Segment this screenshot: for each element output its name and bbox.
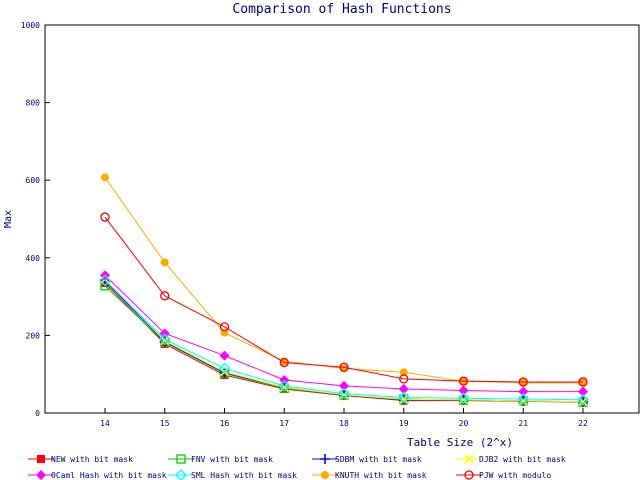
y-axis-label: Max — [3, 210, 14, 228]
legend-label: FNV with bit mask — [191, 455, 273, 464]
data-point — [219, 322, 230, 332]
legend-marker — [464, 454, 474, 464]
legend-marker — [321, 471, 329, 479]
y-tick-label: 800 — [26, 99, 41, 108]
data-point — [397, 391, 410, 404]
x-tick-label: 20 — [459, 419, 469, 428]
x-tick-label: 14 — [100, 419, 110, 428]
x-tick-label: 22 — [578, 419, 588, 428]
x-tick-label: 16 — [220, 419, 230, 428]
x-tick-label: 21 — [518, 419, 528, 428]
x-tick-label: 18 — [339, 419, 349, 428]
x-axis: 14 15 16 17 18 19 20 21 22 — [100, 408, 588, 428]
y-tick-label: 200 — [26, 331, 41, 340]
data-point — [399, 374, 409, 384]
data-point — [160, 291, 170, 301]
legend-marker — [176, 454, 186, 464]
legend-label: OCaml Hash with bit mask — [51, 471, 167, 480]
x-tick-label: 15 — [160, 419, 170, 428]
series-line — [104, 279, 584, 401]
data-point — [518, 386, 529, 397]
data-point — [517, 393, 530, 405]
data-point — [278, 379, 291, 392]
data-point — [579, 378, 587, 387]
data-point — [398, 383, 409, 394]
legend-marker — [464, 470, 474, 480]
series-layer — [99, 173, 589, 407]
legend-item: NEW with bit mask — [28, 455, 133, 464]
legend-marker — [36, 470, 46, 480]
chart-title: Comparison of Hash Functions — [232, 2, 451, 17]
series-line — [104, 216, 583, 383]
data-point — [160, 336, 170, 346]
y-tick-label: 400 — [26, 254, 41, 263]
legend: NEW with bit mask FNV with bit mask SDBM w… — [28, 454, 566, 480]
data-point — [100, 212, 110, 222]
data-point — [339, 380, 349, 391]
series-6 — [99, 274, 589, 406]
data-point — [101, 173, 109, 182]
data-point — [158, 333, 171, 346]
data-point — [399, 368, 408, 377]
legend-item: OCaml Hash with bit mask — [28, 470, 167, 480]
x-tick-label: 17 — [279, 419, 289, 428]
data-point — [99, 274, 111, 287]
x-axis-label: Table Size (2^x) — [407, 436, 513, 449]
data-point — [577, 393, 589, 406]
y-axis: 0 200 400 600 800 1000 — [21, 21, 50, 418]
legend-item: SDBM with bit mask — [312, 454, 422, 464]
data-point — [457, 392, 470, 405]
data-point — [458, 395, 469, 405]
data-point — [578, 377, 588, 387]
legend-label: KNUTH with bit mask — [335, 471, 427, 480]
plot-frame — [44, 24, 640, 414]
data-point — [458, 385, 469, 396]
legend-label: NEW with bit mask — [51, 455, 133, 464]
y-tick-label: 600 — [26, 176, 41, 185]
legend-label: DJB2 with bit mask — [479, 455, 566, 464]
data-point — [519, 378, 528, 387]
data-point — [578, 386, 588, 397]
legend-item: DJB2 with bit mask — [456, 454, 566, 464]
legend-item: KNUTH with bit mask — [312, 471, 427, 480]
data-point — [458, 376, 469, 386]
data-point — [518, 377, 528, 387]
legend-marker — [320, 454, 330, 464]
x-tick-label: 19 — [399, 419, 409, 428]
data-point — [219, 350, 230, 361]
data-point — [218, 362, 231, 375]
series-8 — [100, 212, 588, 387]
data-point — [399, 394, 409, 404]
legend-marker — [175, 469, 187, 480]
legend-label: PJW with modulo — [479, 471, 551, 480]
y-tick-label: 1000 — [21, 21, 40, 30]
data-point — [279, 357, 289, 368]
data-point — [578, 397, 588, 407]
data-point — [518, 396, 528, 406]
legend-item: PJW with modulo — [456, 470, 551, 480]
legend-item: SML Hash with bit mask — [168, 469, 297, 480]
legend-label: SML Hash with bit mask — [191, 471, 297, 480]
legend-label: SDBM with bit mask — [335, 455, 422, 464]
y-tick-label: 0 — [35, 409, 40, 418]
data-point — [339, 362, 349, 372]
data-point — [160, 258, 169, 267]
legend-marker — [37, 455, 45, 463]
legend-item: FNV with bit mask — [168, 454, 273, 464]
data-point — [338, 387, 350, 400]
